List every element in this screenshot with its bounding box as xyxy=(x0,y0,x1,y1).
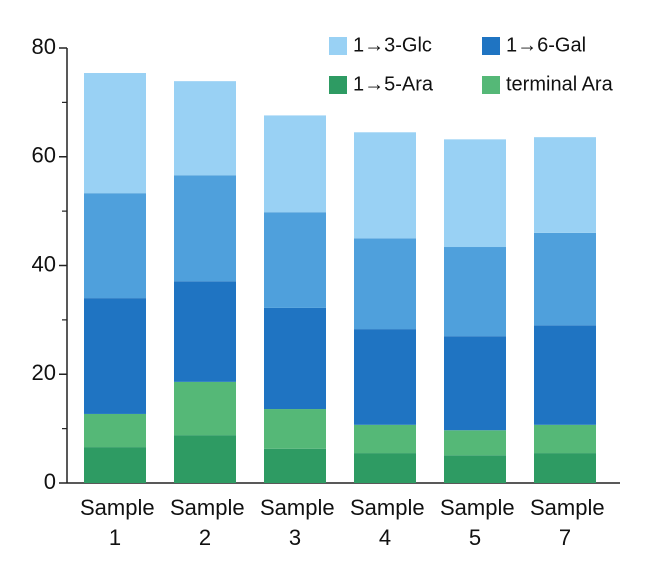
bar-segment xyxy=(534,453,596,483)
x-tick-label: Sample 7 xyxy=(530,495,605,550)
x-tick-label: Sample 3 xyxy=(260,495,335,550)
bar-segment xyxy=(354,238,416,330)
legend-swatch xyxy=(482,37,500,55)
bar-segment xyxy=(174,435,236,483)
bar-segment xyxy=(84,413,146,448)
y-tick-label: 20 xyxy=(32,360,56,385)
bar-segment xyxy=(264,115,326,213)
bar-segment xyxy=(534,232,596,326)
bar-segment xyxy=(84,298,146,414)
bar-segment xyxy=(264,212,326,308)
x-tick-label: Sample 4 xyxy=(350,495,425,550)
x-tick-label: Sample 1 xyxy=(80,495,155,550)
x-tick-label: Sample 5 xyxy=(440,495,515,550)
bar-segment xyxy=(264,409,326,449)
bar-segment xyxy=(174,81,236,176)
legend-label: 1→6-Gal xyxy=(506,34,586,56)
bar-segment xyxy=(174,175,236,282)
y-tick-label: 80 xyxy=(32,34,56,59)
bar-segment xyxy=(174,281,236,382)
y-tick-label: 0 xyxy=(44,469,56,494)
bar-segment xyxy=(444,336,506,431)
bar-segment xyxy=(534,137,596,233)
legend-swatch xyxy=(329,37,347,55)
bar-segment xyxy=(354,132,416,239)
legend-label: terminal Ara xyxy=(506,73,614,95)
bar-segment xyxy=(444,139,506,248)
bar-segment xyxy=(84,193,146,299)
bar-segment xyxy=(534,325,596,425)
bar-segment xyxy=(264,448,326,483)
bar-segment xyxy=(354,453,416,483)
bar-segment xyxy=(354,329,416,425)
bar-segment xyxy=(534,424,596,454)
y-tick-label: 60 xyxy=(32,143,56,168)
bar-segment xyxy=(444,247,506,337)
legend-swatch xyxy=(329,76,347,94)
bar-segment xyxy=(174,381,236,436)
legend-label: 1→3-Glc xyxy=(353,34,432,56)
x-tick-label: Sample 2 xyxy=(170,495,245,550)
y-tick-label: 40 xyxy=(32,251,56,276)
bar-segment xyxy=(354,424,416,454)
bar-segment xyxy=(444,455,506,483)
legend-swatch xyxy=(482,76,500,94)
legend-label: 1→5-Ara xyxy=(353,73,434,95)
bar-segment xyxy=(84,447,146,483)
bar-segment xyxy=(84,73,146,194)
bar-segment xyxy=(444,430,506,456)
bar-segment xyxy=(264,307,326,410)
